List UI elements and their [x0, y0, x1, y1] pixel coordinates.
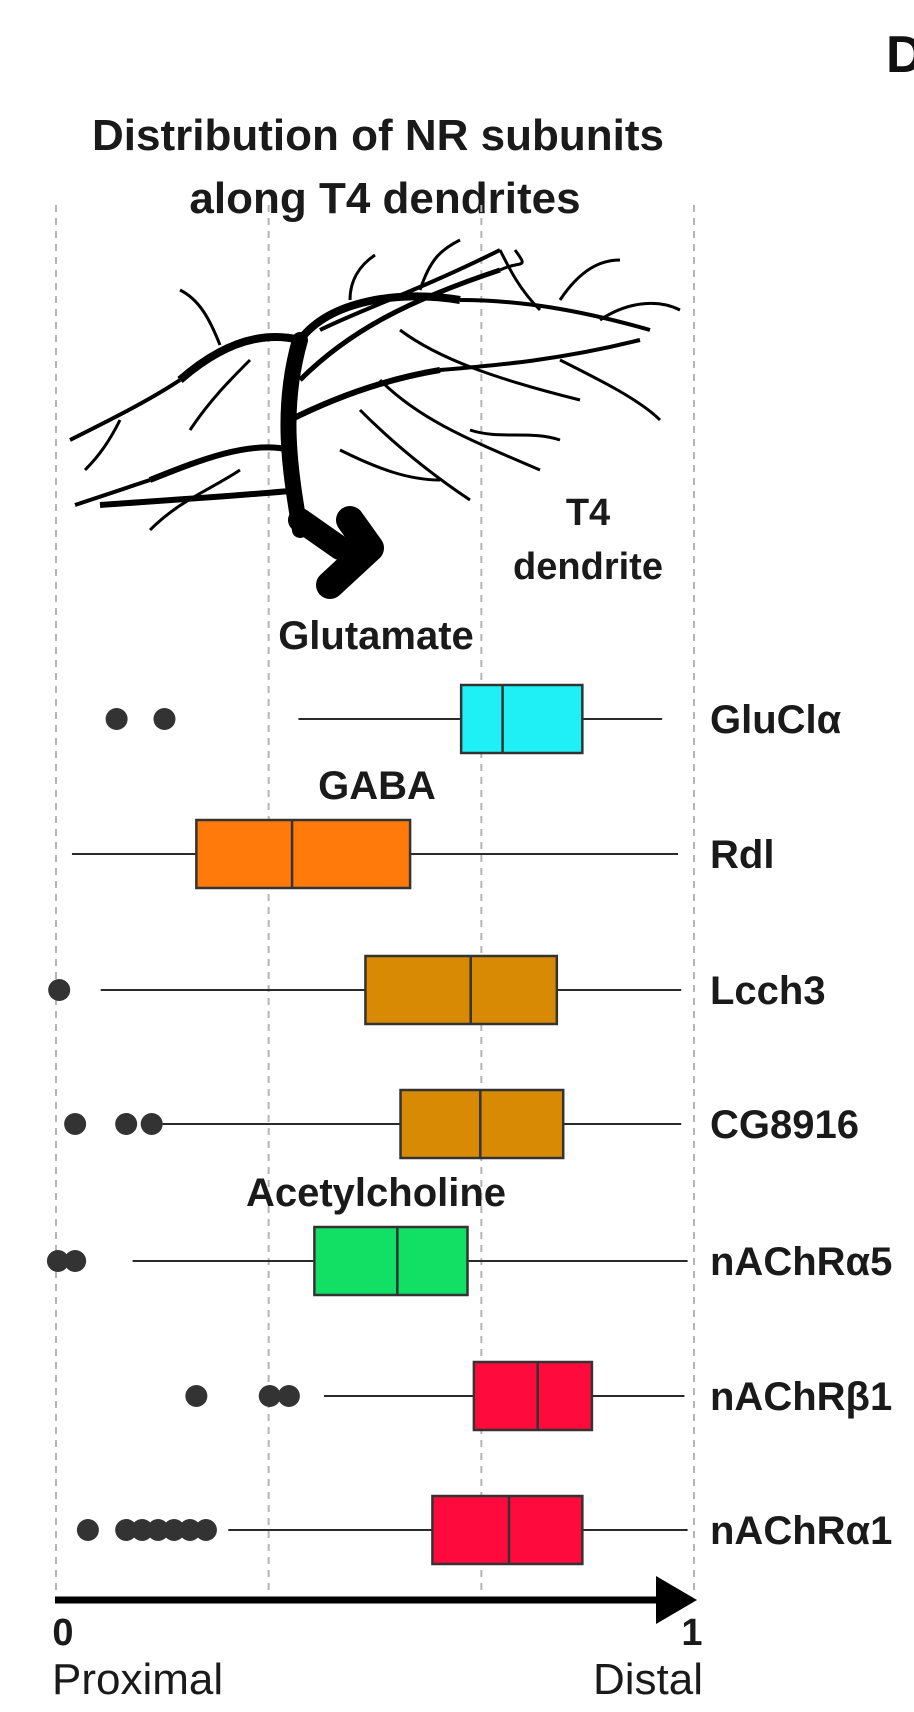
box-nachr5	[313, 1225, 469, 1297]
box-nachr1	[472, 1360, 594, 1432]
outlier-nachr1-2	[277, 1385, 300, 1407]
outlier-cg8916-0	[64, 1113, 87, 1135]
row-label-lcch3: Lcch3	[710, 969, 826, 1013]
group-label-acetylcholine: Acetylcholine	[246, 1171, 506, 1215]
outlier-nachr5-0	[46, 1250, 69, 1272]
box-cg8916	[399, 1088, 565, 1160]
outlier-nachr1-3	[147, 1519, 170, 1541]
group-label-gaba: GABA	[318, 764, 436, 808]
box-glucl	[459, 683, 584, 755]
outlier-nachr5-1	[64, 1250, 87, 1272]
x-label-proximal: Proximal	[52, 1655, 223, 1704]
outlier-nachr1-0	[76, 1519, 99, 1541]
row-label-nachr1: nAChRβ1	[710, 1375, 892, 1419]
row-label-nachr1: nAChRα1	[710, 1509, 892, 1553]
x-label-distal: Distal	[593, 1655, 703, 1704]
row-label-nachr5: nAChRα5	[710, 1240, 892, 1284]
outlier-nachr1-1	[115, 1519, 138, 1541]
box-row-nachr1: nAChRβ1	[185, 1360, 892, 1432]
t4-dendrite-illustration	[69, 238, 681, 599]
dendrite-label-line-1: T4	[566, 492, 610, 534]
outlier-nachr1-4	[163, 1519, 186, 1541]
x-tick-0: 0	[52, 1612, 73, 1654]
chart-title-line-1: Distribution of NR subunits	[92, 111, 664, 160]
outlier-nachr1-1	[258, 1385, 281, 1407]
outlier-cg8916-2	[140, 1113, 163, 1135]
group-label-glutamate: Glutamate	[278, 614, 474, 658]
outlier-nachr1-6	[194, 1519, 217, 1541]
outlier-glucl-1	[153, 708, 176, 730]
panel-label: D	[886, 26, 914, 84]
chart-title-line-2: along T4 dendrites	[189, 174, 580, 223]
row-label-rdl: Rdl	[710, 833, 774, 877]
box-row-nachr1: nAChRα1	[76, 1494, 892, 1566]
x-tick-1: 1	[681, 1612, 702, 1654]
box-nachr1	[431, 1494, 584, 1566]
box-row-rdl: Rdl	[71, 818, 774, 890]
x-axis: 0 1 Proximal Distal	[52, 1576, 703, 1704]
boxes: GluClα Rdl Lcch3 CG8916 nAChRα5 nAChRβ1 nAChRα…	[46, 683, 892, 1566]
row-label-glucl: GluClα	[710, 698, 842, 742]
outlier-nachr1-0	[185, 1385, 208, 1407]
box-row-nachr5: nAChRα5	[46, 1225, 892, 1297]
outlier-glucl-0	[105, 708, 128, 730]
outlier-nachr1-5	[178, 1519, 201, 1541]
box-row-glucl: GluClα	[105, 683, 842, 755]
box-row-cg8916: CG8916	[64, 1088, 859, 1160]
dendrite-label-line-2: dendrite	[513, 546, 663, 588]
outlier-lcch3-0	[48, 979, 71, 1001]
x-axis-arrowhead	[656, 1576, 697, 1624]
gridlines	[55, 205, 695, 1595]
box-row-lcch3: Lcch3	[48, 954, 826, 1026]
row-label-cg8916: CG8916	[710, 1103, 859, 1147]
outlier-cg8916-1	[115, 1113, 138, 1135]
box-lcch3	[364, 954, 559, 1026]
outlier-nachr1-2	[131, 1519, 154, 1541]
box-rdl	[195, 818, 412, 890]
